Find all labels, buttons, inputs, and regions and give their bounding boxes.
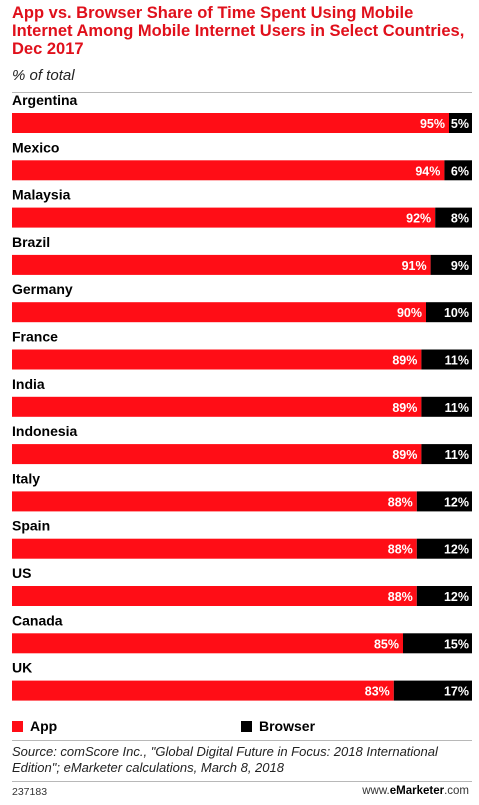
bar-browser-uk bbox=[393, 680, 472, 701]
category-label-spain: Spain bbox=[12, 518, 50, 534]
bar-chart: Argentina 95% 5% Mexico 94% 6% Malaysia 92% 8% Br… bbox=[12, 92, 472, 701]
source-note: Source: comScore Inc., "Global Digital F… bbox=[12, 744, 438, 775]
data-label-app-france: 89% bbox=[392, 354, 417, 368]
data-label-app-mexico: 94% bbox=[415, 164, 440, 178]
data-label-app-spain: 88% bbox=[388, 543, 413, 557]
bar-app-malaysia bbox=[12, 207, 436, 228]
bar-browser-canada bbox=[403, 633, 472, 654]
category-label-india: India bbox=[12, 376, 45, 392]
footer-divider bbox=[12, 781, 472, 782]
category-label-indonesia: Indonesia bbox=[12, 423, 78, 439]
legend-item-app: App bbox=[12, 716, 57, 736]
category-label-argentina: Argentina bbox=[12, 92, 78, 108]
bar-app-spain bbox=[12, 538, 417, 559]
data-label-browser-italy: 12% bbox=[444, 495, 469, 509]
top-divider bbox=[12, 92, 472, 93]
data-label-app-india: 89% bbox=[392, 401, 417, 415]
category-label-france: France bbox=[12, 329, 58, 345]
category-label-canada: Canada bbox=[12, 612, 63, 628]
bar-browser-france bbox=[421, 349, 472, 370]
category-label-mexico: Mexico bbox=[12, 139, 59, 155]
bar-browser-argentina bbox=[449, 113, 472, 133]
data-label-app-us: 88% bbox=[388, 590, 413, 604]
legend-swatch-browser bbox=[241, 720, 252, 732]
legend-label-app: App bbox=[30, 718, 58, 734]
brand-name: eMarketer bbox=[389, 785, 445, 797]
chart-subtitle: % of total bbox=[12, 67, 75, 84]
bar-browser-mexico bbox=[444, 160, 472, 181]
chart-title: App vs. Browser Share of Time Spent Usin… bbox=[12, 4, 465, 58]
bar-app-indonesia bbox=[12, 444, 422, 465]
bar-browser-italy bbox=[416, 491, 472, 512]
category-label-uk: UK bbox=[12, 660, 32, 676]
bar-app-argentina bbox=[12, 113, 449, 133]
bar-app-brazil bbox=[12, 254, 431, 275]
bar-browser-indonesia bbox=[421, 444, 472, 465]
legend-item-browser: Browser bbox=[241, 716, 315, 736]
data-label-app-uk: 83% bbox=[365, 685, 390, 699]
data-label-browser-india: 11% bbox=[445, 401, 469, 415]
bar-browser-germany bbox=[426, 302, 472, 323]
bar-browser-india bbox=[421, 396, 472, 417]
data-label-app-brazil: 91% bbox=[402, 259, 427, 273]
brand-link: www.eMarketer.com bbox=[362, 785, 469, 797]
bottom-divider bbox=[12, 740, 472, 741]
data-label-browser-mexico: 6% bbox=[451, 164, 469, 178]
data-label-browser-brazil: 9% bbox=[451, 259, 469, 273]
data-label-browser-uk: 17% bbox=[444, 685, 469, 699]
data-label-browser-us: 12% bbox=[444, 590, 469, 604]
brand-prefix: www. bbox=[362, 785, 390, 797]
data-label-app-italy: 88% bbox=[388, 495, 413, 509]
data-label-browser-france: 11% bbox=[445, 354, 469, 368]
data-label-browser-argentina: 5% bbox=[451, 117, 469, 131]
category-label-italy: Italy bbox=[12, 470, 40, 486]
bar-app-mexico bbox=[12, 160, 445, 181]
data-label-app-canada: 85% bbox=[374, 637, 399, 651]
bar-browser-us bbox=[416, 586, 472, 606]
bar-app-canada bbox=[12, 633, 403, 654]
category-label-malaysia: Malaysia bbox=[12, 187, 71, 203]
data-label-browser-germany: 10% bbox=[444, 306, 469, 320]
category-label-brazil: Brazil bbox=[12, 234, 50, 250]
data-label-app-germany: 90% bbox=[397, 306, 422, 320]
bar-app-france bbox=[12, 349, 422, 370]
data-label-browser-indonesia: 11% bbox=[445, 448, 469, 462]
category-label-us: US bbox=[12, 565, 31, 581]
bar-app-india bbox=[12, 396, 422, 417]
data-label-browser-spain: 12% bbox=[444, 543, 469, 557]
category-label-germany: Germany bbox=[12, 281, 73, 297]
bar-browser-spain bbox=[416, 538, 472, 559]
bar-app-germany bbox=[12, 302, 426, 323]
data-label-app-indonesia: 89% bbox=[392, 448, 417, 462]
bar-browser-malaysia bbox=[435, 207, 472, 228]
data-label-app-malaysia: 92% bbox=[406, 212, 431, 226]
data-label-browser-malaysia: 8% bbox=[451, 212, 469, 226]
legend-swatch-app bbox=[12, 720, 23, 732]
data-label-browser-canada: 15% bbox=[444, 637, 469, 651]
brand-suffix: .com bbox=[444, 785, 469, 797]
bar-app-uk bbox=[12, 680, 394, 701]
bar-app-italy bbox=[12, 491, 417, 512]
chart-id: 237183 bbox=[12, 786, 48, 798]
bar-app-us bbox=[12, 586, 417, 606]
legend-label-browser: Browser bbox=[259, 718, 316, 734]
data-label-app-argentina: 95% bbox=[420, 117, 445, 131]
bar-browser-brazil bbox=[430, 254, 472, 275]
